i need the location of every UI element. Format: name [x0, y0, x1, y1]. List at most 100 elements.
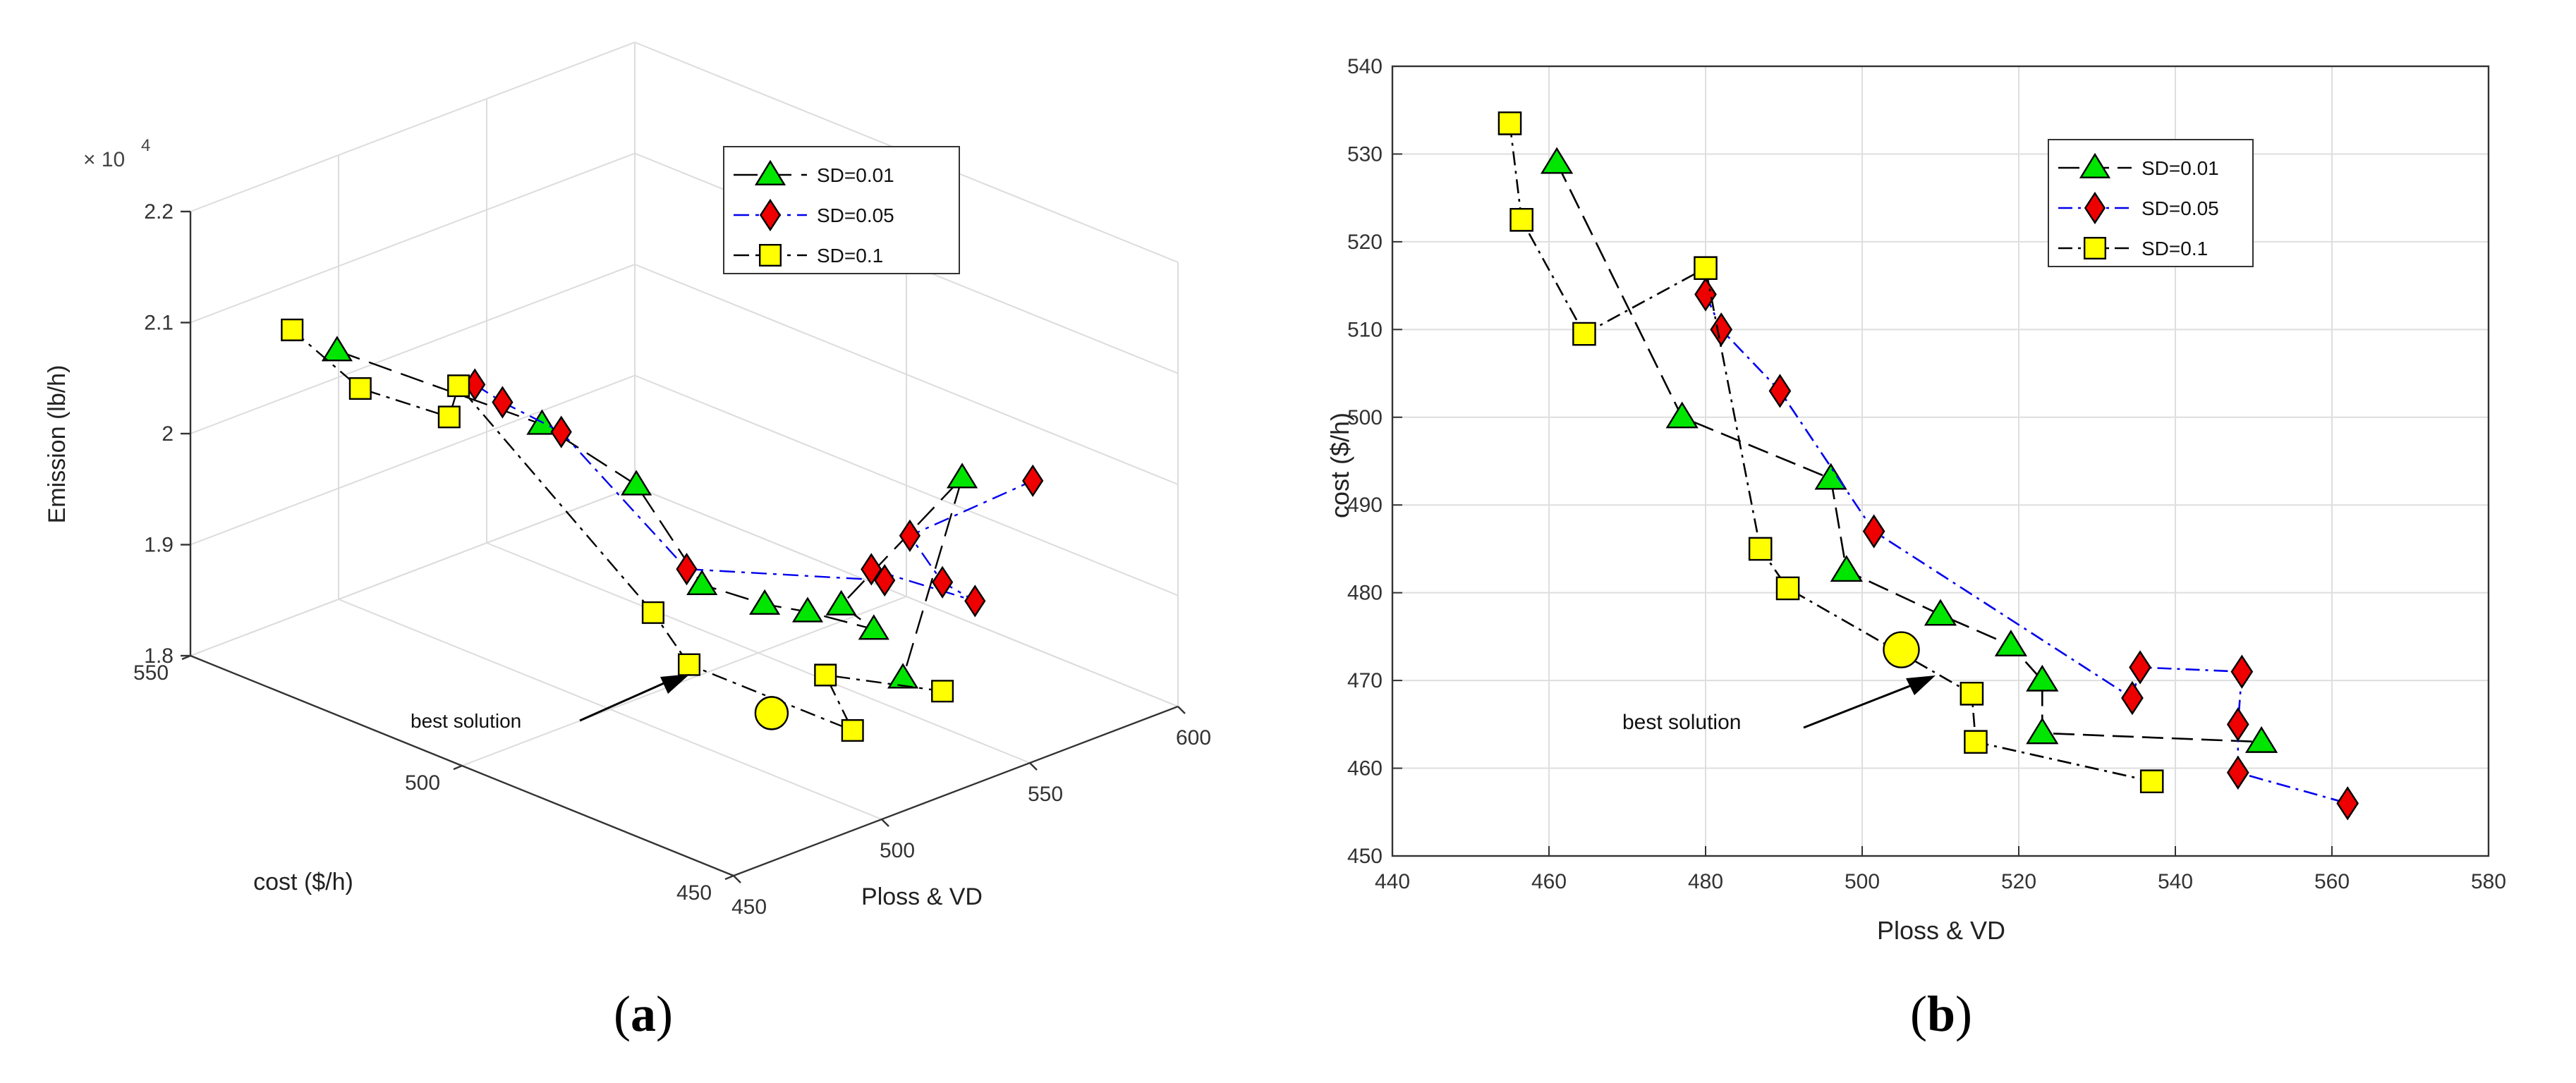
y-tick-label: 500 [1347, 406, 1383, 429]
series-1-point-8 [825, 589, 857, 616]
chart-b-axes: 440 460 480 500 520 540 560 580 450 460 470 480 490 5… [1347, 55, 2506, 893]
series-3-point-9 [2139, 769, 2164, 794]
y-tick-label: 490 [1347, 494, 1383, 517]
plot-area [1392, 66, 2489, 856]
series-1-point-1 [1540, 147, 1574, 174]
back-wall-gridline-z [190, 152, 636, 324]
legend-label-3: SD=0.1 [817, 245, 883, 267]
chart-a-annotation-arrow-shaft [579, 680, 669, 722]
series-2-point-9 [899, 519, 921, 552]
y-tick-label: 520 [1347, 231, 1383, 254]
series-3-point-3 [1572, 322, 1596, 346]
chart-a-xlabel: Ploss & VD [861, 883, 983, 910]
series-2-point-7 [2230, 654, 2254, 689]
back-wall-gridline-z [190, 264, 636, 434]
x-tick-label: 460 [1531, 870, 1567, 893]
y-tick-label: 530 [1347, 142, 1383, 166]
series-1-point-10 [887, 663, 919, 689]
best-solution-marker [1883, 631, 1920, 668]
chart-a-series [281, 318, 1044, 742]
z-tick-label: 2 [162, 422, 174, 446]
plot-frame [1391, 65, 2490, 857]
chart-a-panel-letter: a [631, 986, 656, 1042]
x-tick-label: 580 [2471, 870, 2506, 893]
y-tick-label: 470 [1347, 669, 1383, 692]
chart-a-grid [190, 42, 1179, 876]
series-1-point-1 [321, 336, 353, 362]
series-2-point-4 [676, 553, 698, 586]
x-tick-label: 450 [731, 895, 767, 919]
chart-b-scatter: 440 460 480 500 520 540 560 580 450 460 470 480 490 5… [1325, 55, 2506, 1042]
series-3-point-1 [281, 318, 304, 341]
series-1-point-8 [2026, 717, 2059, 745]
series-2-point-10 [2336, 786, 2359, 821]
legend-marker-2 [2084, 191, 2106, 225]
z-tick-label: 2.2 [144, 200, 174, 224]
legend-label-1: SD=0.01 [2141, 157, 2219, 179]
series-2-point-10 [1022, 464, 1044, 497]
series-3-point-4 [447, 374, 470, 398]
x-tick-label: 500 [880, 839, 915, 862]
x-tick-label: 600 [1176, 726, 1211, 749]
y-tick-label: 450 [1347, 845, 1383, 868]
series-line-1 [336, 350, 964, 678]
chart-a-annotation: best solution [411, 674, 690, 732]
legend-marker-3 [2083, 236, 2107, 260]
y-tick-label: 480 [1347, 582, 1383, 605]
chart-b-ylabel: cost ($/h) [1325, 412, 1354, 518]
series-2-point-6 [861, 553, 882, 586]
chart-a-annotation-text: best solution [411, 710, 521, 732]
y-tick-label: 500 [405, 771, 440, 795]
y-tick-label: 540 [1347, 55, 1383, 78]
series-1-point-4 [686, 569, 718, 595]
x-tick-label: 540 [2158, 870, 2193, 893]
series-2-point-1 [1694, 277, 1717, 312]
legend-label-2: SD=0.05 [817, 204, 894, 226]
series-1-point-3 [621, 470, 652, 496]
series-1-point-7 [858, 614, 889, 640]
x-tick-label: 520 [2001, 870, 2036, 893]
series-3-point-5 [641, 601, 664, 624]
series-2-point-8 [931, 565, 954, 599]
legend-marker-3 [758, 243, 782, 267]
series-3-point-2 [348, 377, 372, 400]
chart-a-panel-label: (a) [614, 986, 673, 1042]
x-tick-label: 500 [1845, 870, 1880, 893]
chart-b-xlabel: Ploss & VD [1877, 916, 2005, 945]
x-tick [1029, 762, 1038, 771]
series-1-point-6 [1994, 630, 2028, 656]
y-tick-label: 450 [676, 881, 712, 905]
x-axis-line [733, 705, 1179, 877]
x-tick-label: 480 [1688, 870, 1723, 893]
chart-a-z-multiplier-exponent: 4 [141, 136, 150, 155]
x-tick [733, 875, 741, 883]
series-3-point-8 [1964, 730, 1988, 754]
legend-marker-1 [754, 159, 786, 185]
series-3-point-7 [1960, 681, 1984, 706]
chart-b-legend: SD=0.01 SD=0.05 SD=0.1 [2048, 139, 2254, 267]
chart-b-annotation-arrowhead [1906, 675, 1936, 695]
best-solution-marker [754, 696, 789, 730]
series-3-point-3 [437, 405, 461, 429]
chart-b-panel-letter: b [1927, 986, 1955, 1042]
series-line-2 [1704, 294, 2348, 804]
legend-label-1: SD=0.01 [817, 164, 894, 186]
series-2-point-6 [2129, 650, 2151, 685]
chart-b-best-solution [1883, 631, 1920, 668]
chart-a-legend: SD=0.01 SD=0.05 SD=0.1 [723, 146, 960, 274]
legend-label-3: SD=0.1 [2141, 238, 2208, 259]
series-2-point-5 [874, 563, 896, 597]
series-2-point-8 [2226, 707, 2249, 742]
z-tick-label: 1.8 [144, 644, 174, 668]
series-3-point-4 [1694, 256, 1718, 281]
chart-b-annotation-text: best solution [1622, 711, 1741, 734]
chart-a-z-multiplier: × 10 4 [83, 136, 150, 171]
legend-marker-1 [2079, 152, 2111, 178]
x-tick-label: 560 [2314, 870, 2350, 893]
x-tick [1177, 706, 1186, 714]
series-3-point-2 [1509, 207, 1533, 232]
legend-box [2048, 139, 2254, 267]
chart-b-grid [1392, 66, 2489, 857]
